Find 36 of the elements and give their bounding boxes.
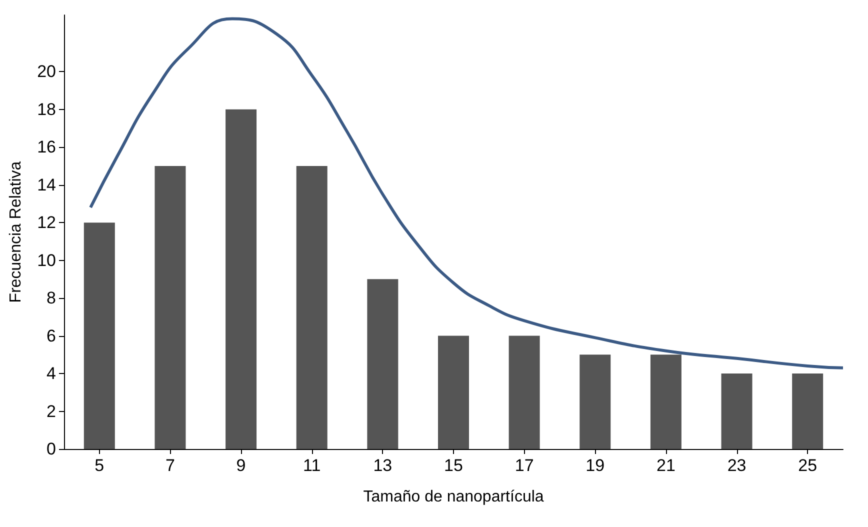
y-tick-label: 16	[37, 138, 56, 157]
y-tick-label: 10	[37, 250, 56, 270]
bar	[226, 109, 257, 449]
bar	[367, 279, 398, 449]
y-tick-label: 12	[37, 213, 56, 232]
bar	[580, 354, 611, 449]
y-axis-title: Frecuencia Relativa	[8, 161, 24, 303]
bar	[84, 222, 115, 449]
bar	[721, 374, 752, 449]
y-tick-label: 4	[46, 364, 56, 384]
x-tick-label: 15	[444, 456, 463, 475]
bar	[154, 166, 186, 449]
y-tick-label: 18	[37, 100, 56, 119]
y-tick-label: 0	[46, 440, 56, 458]
x-tick-label: 23	[727, 456, 746, 475]
y-tick-label: 2	[46, 402, 56, 421]
y-tick-label: 20	[37, 62, 56, 82]
x-tick-label: 5	[94, 456, 104, 475]
y-tick-label: 6	[46, 326, 56, 346]
y-tick-label: 8	[46, 288, 56, 308]
y-tick-label: 14	[37, 175, 56, 194]
bar	[650, 354, 682, 449]
x-tick-label: 21	[656, 456, 676, 475]
x-tick-label: 13	[373, 456, 392, 475]
x-tick-label: 19	[586, 456, 605, 475]
x-tick-label: 7	[165, 456, 175, 475]
bar	[296, 166, 328, 449]
bar	[508, 336, 540, 449]
x-axis-title: Tamaño de nanopartícula	[363, 488, 544, 506]
line-series	[89, 17, 844, 370]
x-tick-label: 25	[798, 456, 818, 475]
bar	[438, 336, 469, 449]
x-tick-label: 17	[514, 456, 534, 475]
bar	[792, 374, 824, 449]
x-tick-label: 9	[236, 456, 246, 475]
x-tick-label: 11	[303, 456, 321, 475]
